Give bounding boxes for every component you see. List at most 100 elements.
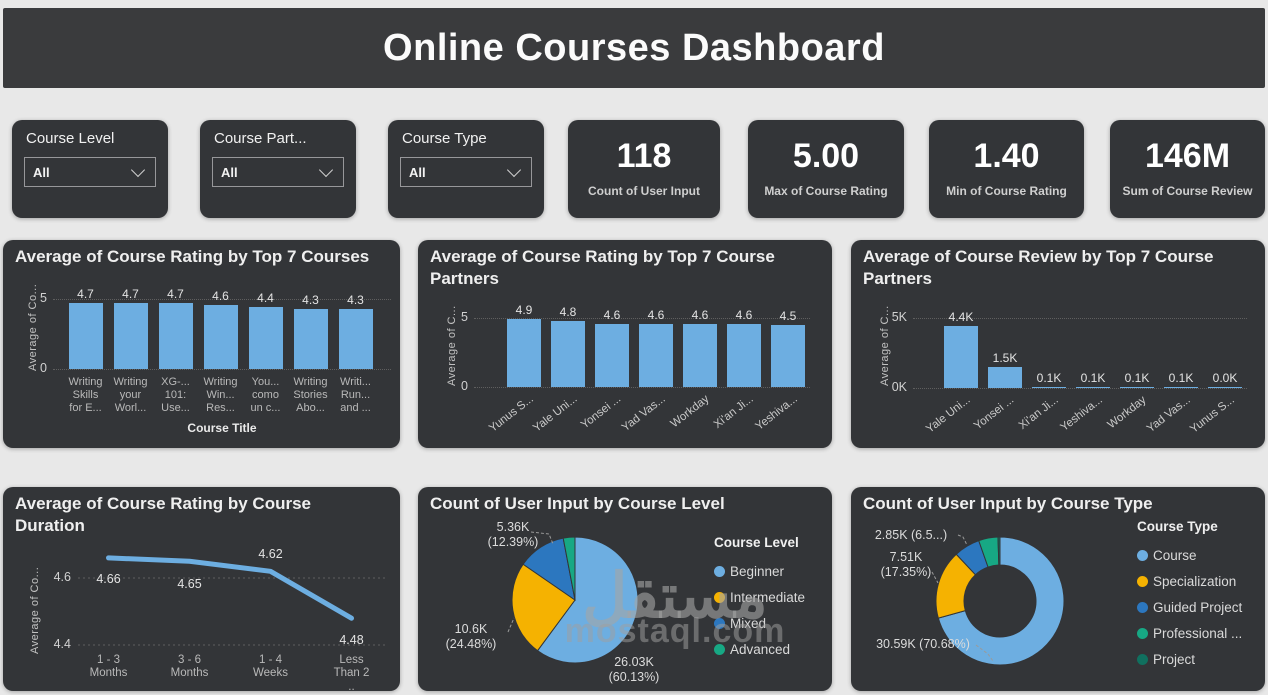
- pie-slice-intermediate[interactable]: [511, 563, 576, 652]
- x-category-label: Xi'an Ji...: [711, 393, 756, 431]
- data-label: 0.1K: [1168, 370, 1194, 385]
- callout-label: 2.85K (6.5...): [874, 528, 948, 542]
- slicer-label: Course Part...: [214, 130, 307, 147]
- x-category-label: Xi'an Ji...: [1016, 394, 1061, 432]
- data-label: 4.9: [515, 303, 533, 318]
- bar[interactable]: [293, 308, 328, 369]
- line-chart-canvas: Average of Co... 4.6 4.4 4.66 1 - 3 Months 4.…: [3, 487, 400, 691]
- bar[interactable]: [113, 303, 148, 369]
- bar[interactable]: [68, 303, 103, 369]
- kpi-value: 118: [616, 137, 672, 175]
- chart-avg-review-top7-partners: Average of Course Review by Top 7 Course…: [851, 240, 1265, 448]
- pie-slice-project[interactable]: [997, 536, 1001, 566]
- kpi-value: 5.00: [792, 137, 860, 175]
- bar[interactable]: [507, 319, 541, 387]
- callout-leader-line: [975, 644, 994, 662]
- bar-chart-canvas: Average of Co... 5 0 4.7 Writing Skills for …: [3, 240, 400, 448]
- x-category-label: 1 - 3 Months: [89, 654, 128, 680]
- kpi-min-course-rating: 1.40 Min of Course Rating: [929, 120, 1084, 218]
- bar[interactable]: [203, 304, 238, 369]
- x-category-label: 1 - 4 Weeks: [253, 654, 288, 680]
- page-title: Online Courses Dashboard: [383, 26, 885, 69]
- chart-avg-rating-by-duration: Average of Course Rating by Course Durat…: [3, 487, 400, 691]
- course-type-dropdown[interactable]: All: [400, 157, 532, 187]
- y-tick-label: 5K: [891, 310, 907, 324]
- legend-item-intermediate[interactable]: Intermediate: [714, 584, 805, 610]
- callout-label: 7.51K (17.35%): [880, 550, 932, 580]
- data-label: 4.3: [347, 292, 364, 307]
- bar[interactable]: [1032, 386, 1066, 388]
- data-label: 4.4K: [948, 310, 974, 325]
- x-category-label: You... como un c...: [250, 376, 281, 414]
- bar[interactable]: [1208, 386, 1242, 388]
- x-category-label: Yunus S...: [1187, 394, 1237, 436]
- legend-dot-icon: [714, 643, 725, 655]
- kpi-sum-course-review: 146M Sum of Course Review: [1110, 120, 1265, 218]
- bar[interactable]: [595, 323, 629, 387]
- legend-label: Guided Project: [1153, 599, 1243, 615]
- bar[interactable]: [771, 324, 805, 387]
- x-category-label: Yonsei ...: [579, 393, 624, 432]
- bar[interactable]: [639, 323, 673, 387]
- y-tick-label: 0: [461, 379, 468, 393]
- legend-item-specialization[interactable]: Specialization: [1137, 568, 1242, 594]
- slicer-label: Course Level: [26, 130, 115, 147]
- kpi-label: Count of User Input: [588, 184, 700, 198]
- legend-item-mixed[interactable]: Mixed: [714, 610, 805, 636]
- bar[interactable]: [683, 323, 717, 387]
- pie-slice-advanced[interactable]: [562, 536, 576, 601]
- line-series[interactable]: [106, 555, 354, 621]
- bar[interactable]: [944, 326, 978, 388]
- gridline: [913, 318, 1247, 319]
- legend-label: Professional ...: [1153, 625, 1243, 641]
- legend-label: Advanced: [730, 641, 791, 657]
- pie-slice-course[interactable]: [937, 536, 1065, 666]
- legend-item-advanced[interactable]: Advanced: [714, 636, 805, 662]
- legend-label: Specialization: [1153, 573, 1237, 589]
- bar[interactable]: [551, 320, 585, 387]
- legend-item-course[interactable]: Course: [1137, 542, 1242, 568]
- slicer-label: Course Type: [402, 130, 487, 147]
- legend-item-project[interactable]: Project: [1137, 646, 1242, 672]
- data-label: 0.1K: [1124, 370, 1150, 385]
- legend-item-professional-[interactable]: Professional ...: [1137, 620, 1242, 646]
- bar[interactable]: [248, 307, 283, 369]
- chart-title: Average of Course Review by Top 7 Course…: [863, 247, 1214, 289]
- bar[interactable]: [1120, 386, 1154, 388]
- bar[interactable]: [1076, 386, 1110, 388]
- x-category-label: Writing Win... Res...: [203, 376, 238, 414]
- legend-item-beginner[interactable]: Beginner: [714, 558, 805, 584]
- data-label: 4.62: [258, 547, 283, 562]
- legend-item-guided-project[interactable]: Guided Project: [1137, 594, 1242, 620]
- x-category-label: Less Than 2 ..: [333, 654, 370, 691]
- callout-leader-line: [530, 531, 554, 545]
- bar[interactable]: [1164, 386, 1198, 388]
- x-category-label: Yale Uni...: [923, 394, 973, 436]
- kpi-label: Max of Course Rating: [764, 184, 888, 198]
- legend-dot-icon: [714, 565, 725, 577]
- bar[interactable]: [158, 303, 193, 369]
- callout-label: 5.36K (12.39%): [487, 520, 539, 550]
- data-label: 4.7: [167, 287, 184, 302]
- legend-dot-icon: [714, 617, 725, 629]
- course-level-dropdown[interactable]: All: [24, 157, 156, 187]
- slicer-course-type: Course Type All: [388, 120, 544, 218]
- data-label: 0.1K: [1036, 370, 1062, 385]
- bar[interactable]: [988, 367, 1022, 388]
- pie-slice-beginner[interactable]: [536, 536, 639, 664]
- kpi-label: Min of Course Rating: [946, 184, 1067, 198]
- chart-title: Count of User Input by Course Type: [863, 494, 1153, 513]
- x-axis-title: Course Title: [187, 421, 257, 435]
- x-category-label: 3 - 6 Months: [170, 654, 209, 680]
- y-tick-label: 0K: [891, 380, 907, 394]
- bar[interactable]: [727, 323, 761, 387]
- x-category-label: Yale Uni...: [530, 393, 580, 435]
- x-category-label: Yeshiva...: [753, 393, 800, 433]
- x-category-label: Yunus S...: [486, 393, 536, 435]
- callout-label: 26.03K (60.13%): [608, 655, 660, 685]
- chevron-down-icon: [506, 162, 522, 178]
- pie-plot: [931, 534, 1065, 666]
- bar[interactable]: [338, 308, 373, 369]
- chart-title: Average of Course Rating by Top 7 Course…: [15, 247, 370, 266]
- course-partner-dropdown[interactable]: All: [212, 157, 344, 187]
